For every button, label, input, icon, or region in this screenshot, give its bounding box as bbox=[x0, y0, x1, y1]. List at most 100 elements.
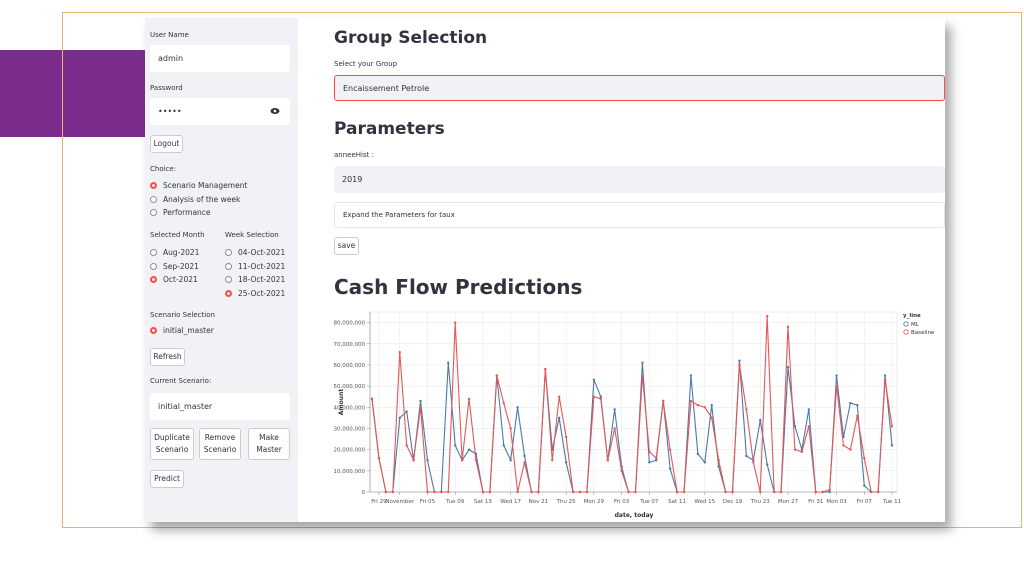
y-tick-label: 50,000,000 bbox=[334, 384, 366, 390]
x-tick-label: Dec 19 bbox=[723, 499, 743, 505]
data-point bbox=[800, 450, 804, 453]
data-point bbox=[620, 469, 623, 473]
radio-option[interactable]: 04-Oct-2021 bbox=[225, 248, 285, 257]
y-tick-label: 0 bbox=[362, 490, 366, 496]
data-point bbox=[481, 490, 485, 494]
radio-label[interactable]: Aug-2021 bbox=[163, 248, 200, 257]
data-point bbox=[467, 448, 471, 451]
radio-label[interactable]: 11-Oct-2021 bbox=[238, 261, 286, 271]
data-point bbox=[440, 490, 443, 494]
data-point bbox=[766, 315, 769, 318]
label: Password bbox=[150, 84, 183, 92]
data-point bbox=[863, 484, 866, 487]
data-point bbox=[516, 490, 519, 494]
radio-dot[interactable] bbox=[225, 262, 232, 270]
eye-icon[interactable] bbox=[270, 107, 280, 115]
data-point bbox=[786, 365, 790, 369]
radio-dot[interactable] bbox=[150, 195, 157, 203]
button[interactable]: Remove Scenario bbox=[199, 428, 241, 460]
button[interactable]: save bbox=[334, 237, 359, 255]
data-point bbox=[558, 395, 561, 398]
legend-symbol bbox=[903, 329, 909, 335]
data-point bbox=[370, 397, 374, 401]
button[interactable]: Logout bbox=[150, 135, 183, 153]
radio-label[interactable]: Scenario Management bbox=[163, 181, 248, 190]
y-tick-label: 60,000,000 bbox=[334, 363, 366, 369]
radio-dot[interactable] bbox=[150, 209, 157, 216]
radio-option[interactable]: Oct-2021 bbox=[150, 275, 198, 284]
button[interactable]: Predict bbox=[150, 470, 184, 488]
x-tick-label: Tue 11 bbox=[882, 499, 901, 505]
data-point bbox=[883, 378, 887, 381]
data-point bbox=[710, 416, 713, 420]
data-point bbox=[398, 416, 401, 420]
data-point bbox=[655, 459, 658, 462]
data-point bbox=[766, 463, 769, 466]
radio-label[interactable]: initial_master bbox=[163, 326, 214, 335]
radio-dot[interactable] bbox=[225, 289, 232, 297]
radio-label[interactable]: Sep-2021 bbox=[163, 261, 199, 271]
data-point bbox=[474, 459, 478, 462]
radio-label[interactable]: 18-Oct-2021 bbox=[238, 275, 286, 284]
data-point bbox=[613, 427, 616, 430]
data-point bbox=[447, 361, 450, 365]
radio-option[interactable]: 11-Oct-2021 bbox=[225, 262, 285, 271]
radio-option[interactable]: Sep-2021 bbox=[150, 262, 199, 271]
radio-option[interactable]: 25-Oct-2021 bbox=[225, 289, 285, 298]
data-point bbox=[807, 408, 810, 411]
radio-option[interactable]: Aug-2021 bbox=[150, 248, 199, 257]
plot-area bbox=[369, 311, 898, 493]
data-point bbox=[419, 399, 422, 403]
data-point bbox=[828, 488, 831, 492]
data-point bbox=[689, 399, 693, 403]
data-point bbox=[703, 406, 706, 409]
password-input[interactable]: ••••• bbox=[150, 98, 290, 125]
data-point bbox=[724, 490, 727, 494]
radio-label[interactable]: 25-Oct-2021 bbox=[238, 288, 286, 298]
button[interactable]: Duplicate Scenario bbox=[150, 428, 194, 460]
radio-dot[interactable] bbox=[225, 276, 232, 283]
data-point bbox=[856, 403, 859, 407]
x-tick-label: Thu 23 bbox=[750, 499, 771, 505]
text-input[interactable]: initial_master bbox=[150, 393, 290, 420]
x-tick-label: Fri 03 bbox=[614, 499, 630, 505]
data-point bbox=[745, 408, 748, 411]
radio-option[interactable]: initial_master bbox=[150, 326, 214, 335]
radio-label[interactable]: Performance bbox=[163, 208, 211, 217]
expander[interactable]: Expand the Parameters for taux bbox=[334, 202, 945, 228]
radio-option[interactable]: Performance bbox=[150, 208, 211, 217]
select[interactable]: 2019 bbox=[334, 166, 945, 193]
data-point bbox=[384, 490, 388, 494]
label: anneeHist : bbox=[334, 151, 374, 159]
radio-option[interactable]: 18-Oct-2021 bbox=[225, 275, 285, 284]
data-point bbox=[849, 448, 852, 451]
data-point bbox=[578, 490, 582, 494]
x-axis-title: date, today bbox=[615, 512, 654, 519]
radio-dot[interactable] bbox=[225, 249, 232, 256]
label: Select your Group bbox=[334, 60, 398, 68]
radio-label[interactable]: Oct-2021 bbox=[163, 275, 198, 284]
radio-dot[interactable] bbox=[150, 182, 157, 189]
y-tick-label: 30,000,000 bbox=[334, 426, 366, 432]
data-point bbox=[530, 490, 533, 494]
radio-dot[interactable] bbox=[150, 276, 157, 283]
data-point bbox=[592, 395, 596, 398]
data-point bbox=[391, 490, 394, 494]
radio-dot[interactable] bbox=[150, 249, 157, 256]
radio-option[interactable]: Analysis of the week bbox=[150, 195, 240, 204]
radio-label[interactable]: 04-Oct-2021 bbox=[238, 248, 286, 257]
data-point bbox=[856, 414, 859, 417]
radio-option[interactable]: Scenario Management bbox=[150, 181, 247, 190]
radio-dot[interactable] bbox=[150, 327, 157, 334]
radio-label[interactable]: Analysis of the week bbox=[163, 194, 241, 204]
data-point bbox=[745, 454, 748, 458]
text-input[interactable]: admin bbox=[150, 45, 290, 72]
data-point bbox=[731, 490, 734, 494]
data-point bbox=[682, 490, 686, 494]
label: User Name bbox=[150, 31, 189, 39]
text-input[interactable]: Encaissement Petrole bbox=[334, 75, 945, 101]
data-point bbox=[738, 363, 741, 367]
button[interactable]: Refresh bbox=[150, 348, 185, 366]
radio-dot[interactable] bbox=[150, 262, 157, 270]
button[interactable]: Make Master bbox=[248, 428, 290, 460]
